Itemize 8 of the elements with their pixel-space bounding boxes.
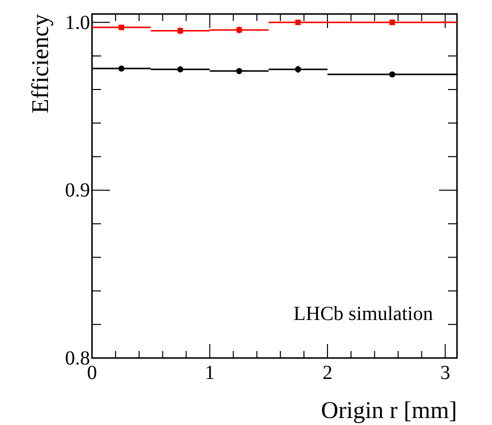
x-tick-label: 3 xyxy=(440,362,450,384)
y-axis-title: Efficiency xyxy=(28,14,54,114)
x-tick-label: 1 xyxy=(204,362,215,384)
x-axis-title: Origin r [mm] xyxy=(321,398,457,424)
y-tick-label: 1.0 xyxy=(65,12,90,34)
y-tick-label: 0.9 xyxy=(65,180,90,202)
annotation: LHCb simulation xyxy=(294,303,433,325)
x-tick-label: 2 xyxy=(322,362,332,384)
